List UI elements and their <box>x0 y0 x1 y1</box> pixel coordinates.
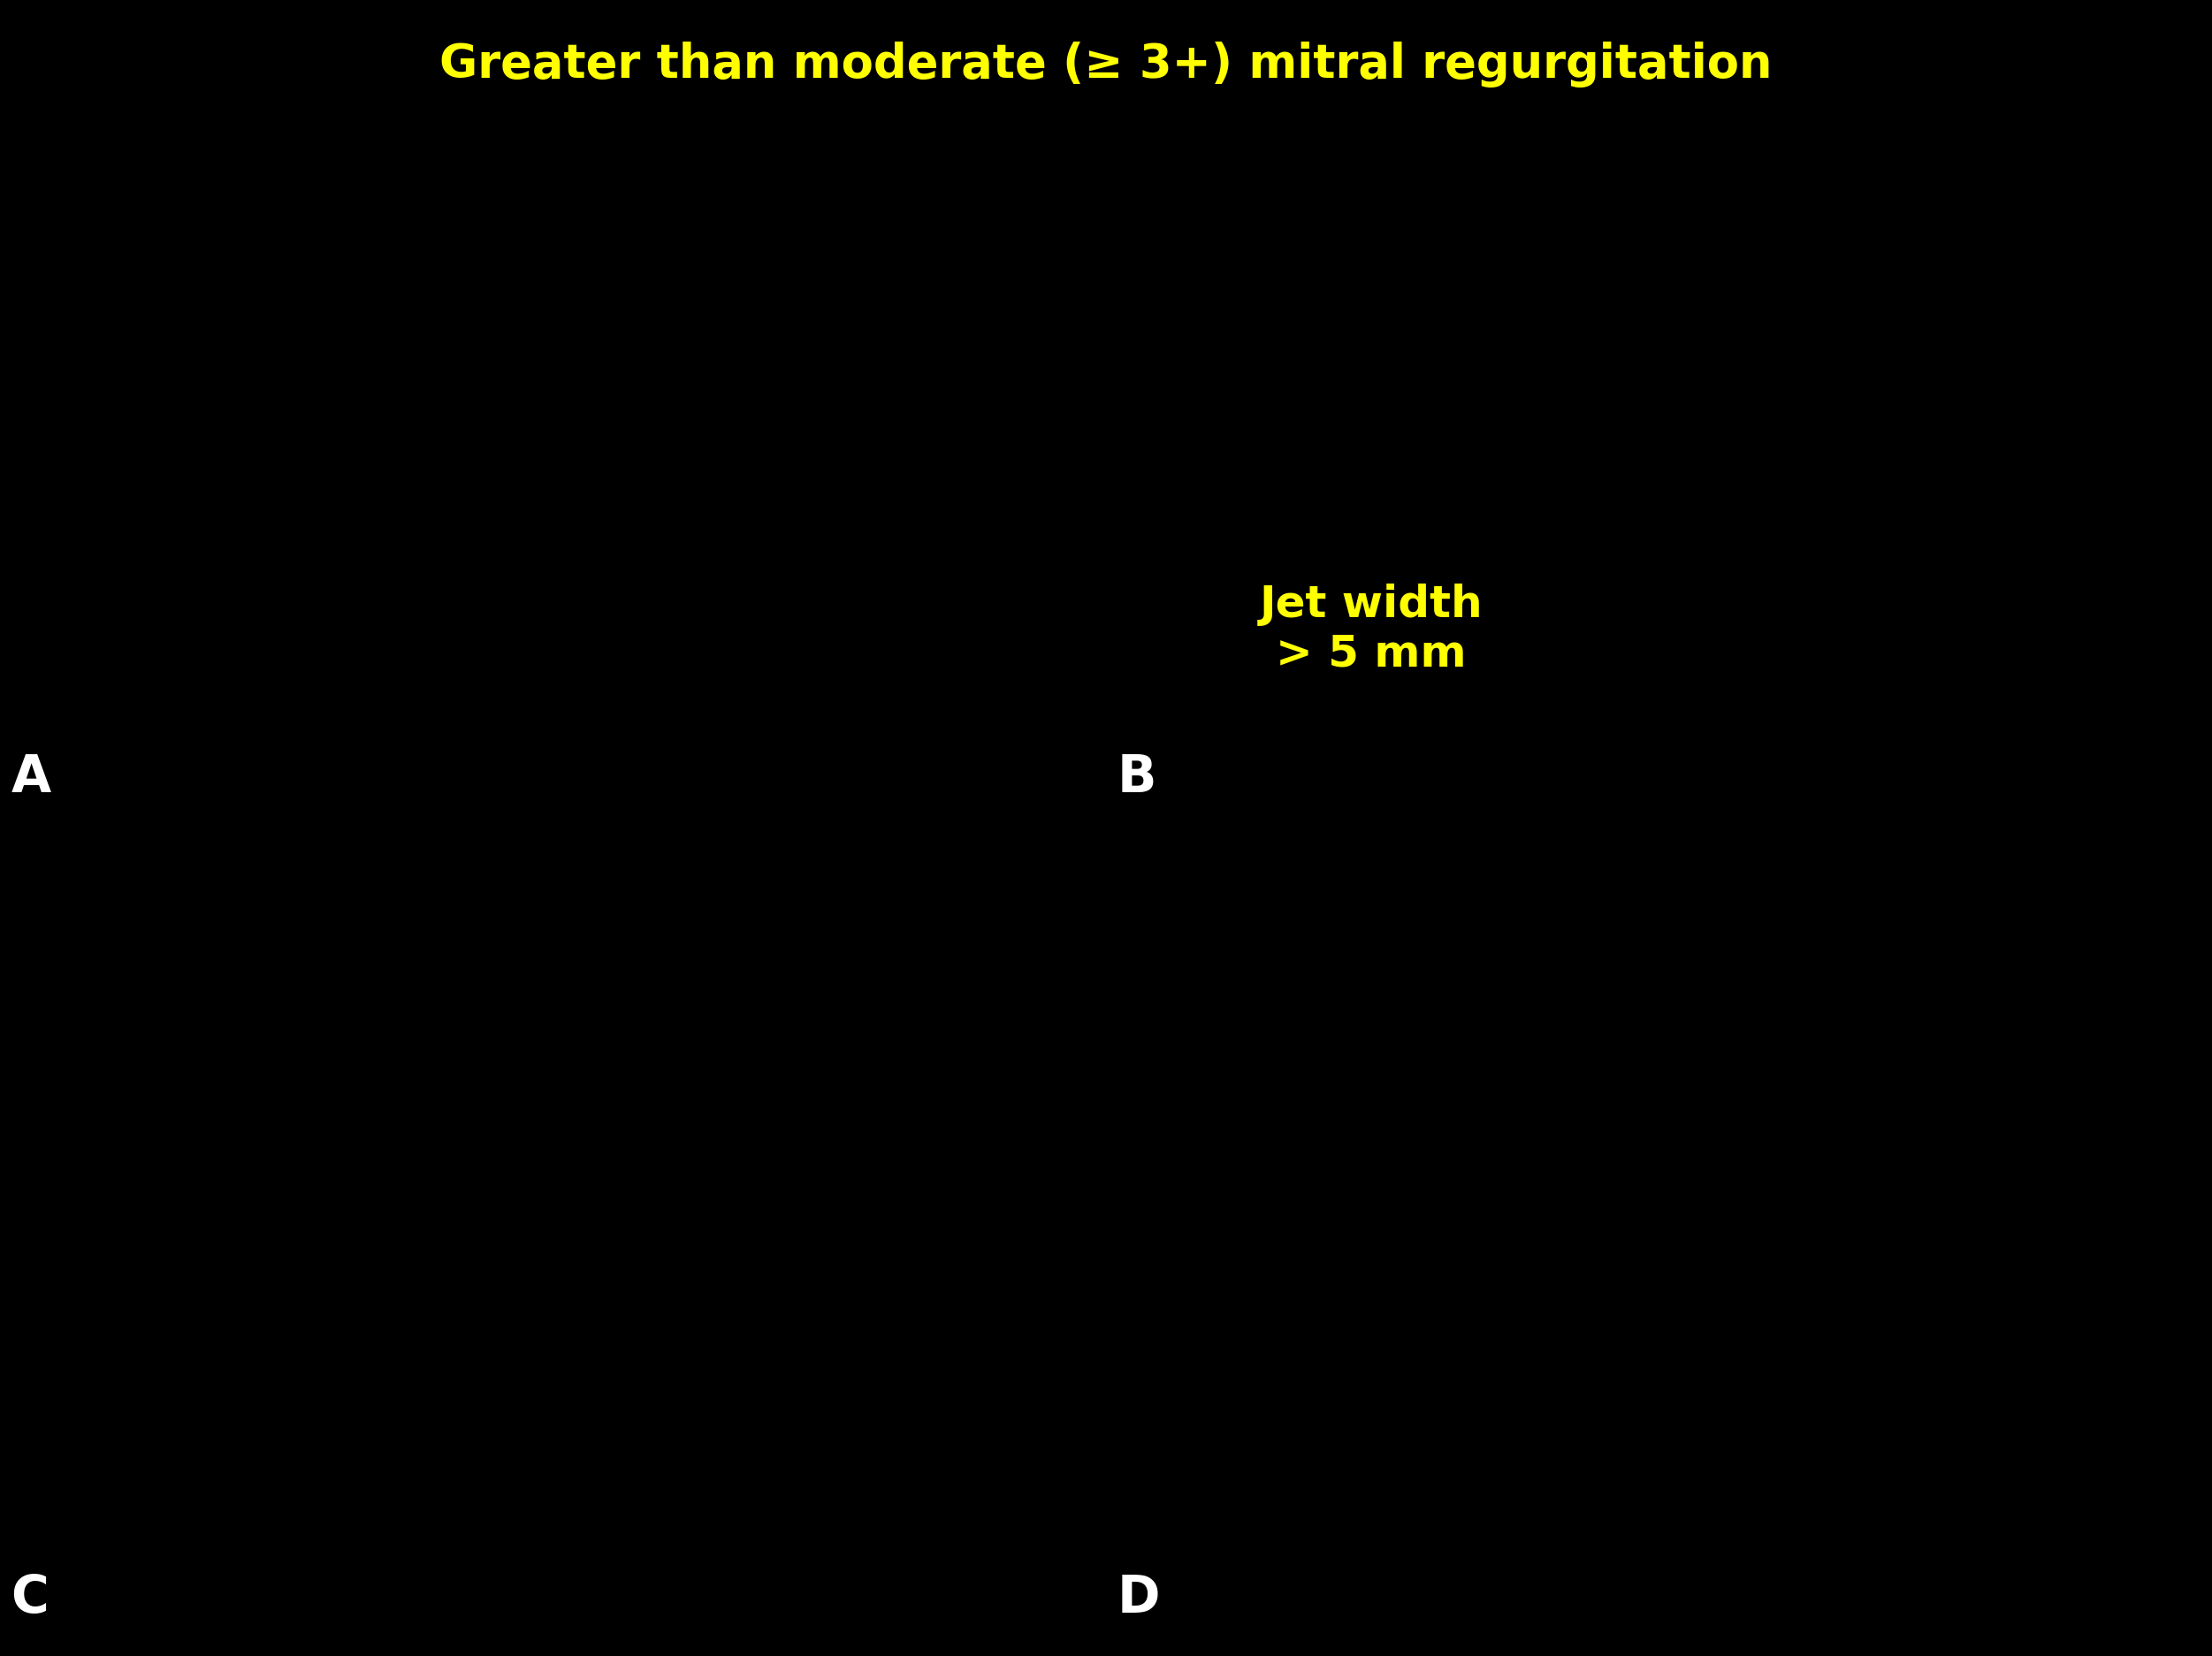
Text: C: C <box>11 1573 49 1623</box>
Text: D: D <box>1117 1573 1159 1623</box>
Text: Jet width
> 5 mm: Jet width > 5 mm <box>1261 583 1482 676</box>
Text: A: A <box>11 753 51 803</box>
Text: B: B <box>1117 753 1157 803</box>
Text: Greater than moderate (≥ 3+) mitral regurgitation: Greater than moderate (≥ 3+) mitral regu… <box>440 41 1772 88</box>
